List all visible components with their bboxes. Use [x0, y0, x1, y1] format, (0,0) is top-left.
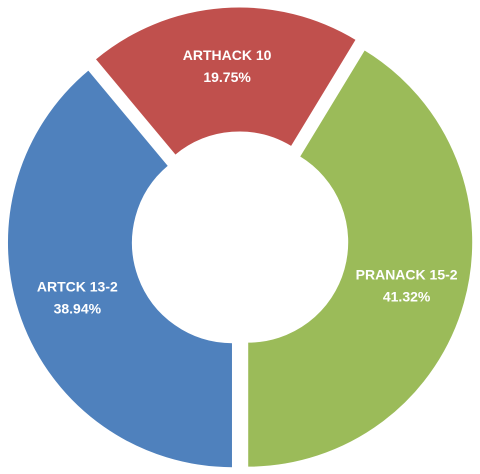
- donut-segment: [247, 49, 474, 468]
- value-label: 38.94%: [54, 301, 102, 317]
- donut-segment: [94, 6, 357, 156]
- segment-label: ARTCK 13-2: [37, 279, 118, 295]
- value-label: 19.75%: [203, 69, 251, 85]
- segment-label: ARTHACK 10: [183, 47, 272, 63]
- value-label: 41.32%: [383, 288, 431, 304]
- donut-segment: [6, 69, 233, 469]
- segment-label: PRANACK 15-2: [356, 266, 458, 282]
